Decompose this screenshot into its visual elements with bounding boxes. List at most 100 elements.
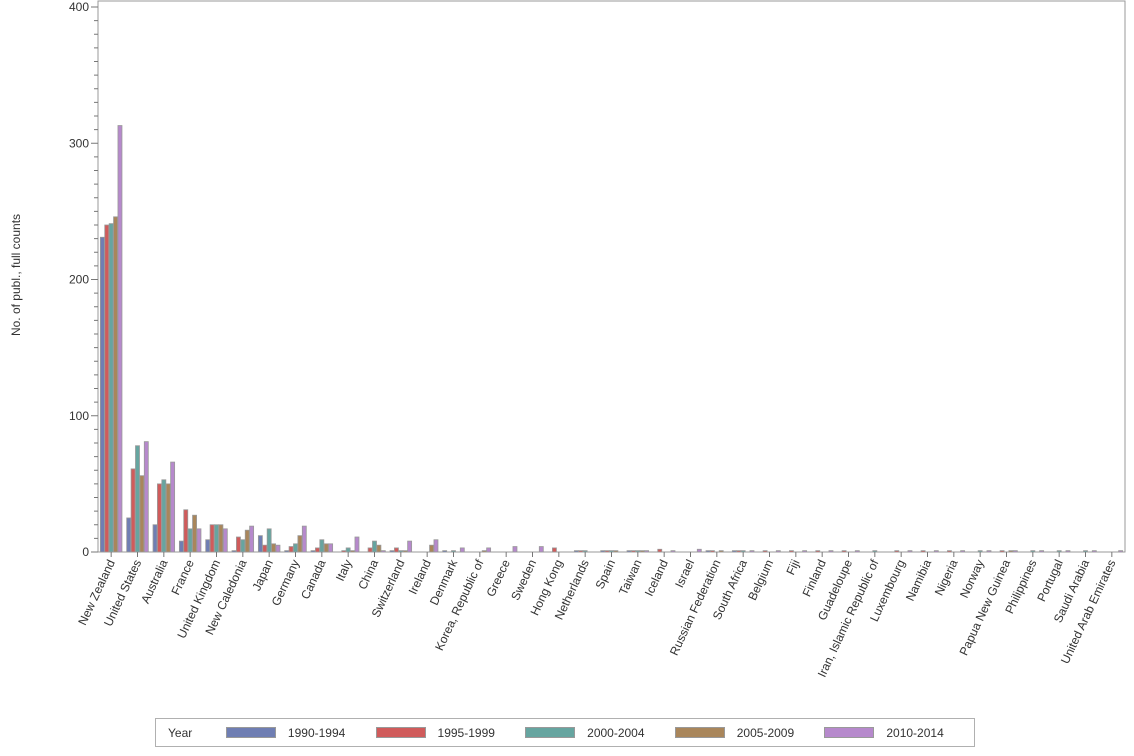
bar-2005-2009 (639, 550, 645, 553)
x-tick-label: Fiji (783, 557, 802, 577)
bar-2005-2009 (113, 216, 118, 553)
bar-2000-2004 (319, 539, 325, 553)
bar-2010-2014 (1091, 550, 1097, 553)
x-tick-label: Namibia (903, 557, 934, 603)
bar-2010-2014 (380, 550, 386, 553)
x-tick-label: Greece (484, 557, 513, 599)
bar-2000-2004 (161, 479, 167, 553)
legend-title: Year (168, 725, 193, 740)
bar-2000-2004 (293, 543, 298, 553)
bar-2000-2004 (451, 550, 456, 553)
bar-2010-2014 (196, 528, 202, 553)
bar-2000-2004 (977, 550, 983, 553)
y-tick-label: 400 (69, 0, 89, 14)
legend: Year 1990-1994 1995-1999 2000-2004 2005-… (155, 718, 975, 747)
bar-2010-2014 (1012, 550, 1018, 553)
bar-1995-1999 (288, 546, 294, 553)
bar-2010-2014 (644, 550, 650, 553)
legend-swatch (375, 727, 426, 738)
bar-2010-2014 (407, 540, 413, 553)
bar-2010-2014 (512, 546, 518, 553)
bar-2010-2014 (117, 125, 123, 553)
bar-1990-1994 (310, 550, 316, 553)
bar-1995-1999 (604, 550, 610, 553)
bar-2000-2004 (1056, 550, 1062, 553)
bar-2010-2014 (670, 550, 676, 553)
bar-1995-1999 (815, 550, 821, 553)
bar-1995-1999 (947, 550, 952, 553)
bar-2010-2014 (301, 525, 307, 553)
bar-2005-2009 (139, 475, 145, 553)
legend-label: 1995-1999 (437, 725, 495, 740)
x-tick-label: Japan (249, 557, 276, 593)
legend-swatch (225, 727, 276, 738)
x-tick-label: Ireland (406, 557, 434, 596)
y-axis-label: No. of publ., full counts (9, 213, 23, 337)
bar-1990-1994 (389, 550, 395, 553)
bar-2010-2014 (907, 550, 913, 553)
bar-1990-1994 (731, 550, 737, 553)
bar-2010-2014 (960, 550, 966, 553)
bar-1990-1994 (152, 524, 158, 553)
bar-1995-1999 (104, 224, 110, 553)
bar-2000-2004 (582, 550, 588, 553)
bar-2000-2004 (240, 539, 246, 553)
bar-1990-1994 (442, 550, 448, 553)
bar-1990-1994 (99, 236, 105, 553)
bar-2000-2004 (635, 550, 641, 553)
bar-1990-1994 (705, 550, 711, 553)
x-tick-label: Canada (298, 557, 329, 601)
bar-1990-1994 (573, 550, 579, 553)
bar-1995-1999 (262, 544, 268, 553)
bar-2010-2014 (328, 543, 334, 553)
bar-2010-2014 (986, 550, 992, 553)
x-tick-label: Taiwan (616, 557, 644, 597)
legend-label: 2000-2004 (587, 725, 645, 740)
legend-label: 2010-2014 (886, 725, 944, 740)
bar-2000-2004 (266, 528, 272, 553)
bar-2000-2004 (108, 223, 114, 553)
bar-1990-1994 (178, 540, 184, 553)
bar-1995-1999 (394, 547, 399, 553)
bar-2005-2009 (218, 524, 224, 553)
bar-1995-1999 (789, 550, 794, 553)
plot-frame (97, 0, 1126, 553)
bar-2010-2014 (538, 546, 544, 553)
bar-1995-1999 (236, 536, 241, 553)
bar-1995-1999 (657, 548, 663, 553)
bar-2005-2009 (376, 544, 382, 553)
bar-1995-1999 (341, 550, 347, 553)
bar-2000-2004 (135, 445, 140, 553)
bar-2010-2014 (1118, 550, 1124, 553)
bar-1995-1999 (762, 550, 768, 553)
bar-2005-2009 (613, 550, 619, 553)
bar-2005-2009 (165, 483, 171, 553)
bar-1995-1999 (631, 550, 636, 553)
bar-2010-2014 (433, 539, 439, 553)
y-tick-label: 100 (69, 409, 89, 423)
x-tick-label: Belgium (745, 557, 776, 602)
bar-2010-2014 (249, 525, 255, 553)
bar-2005-2009 (297, 535, 303, 553)
bar-1990-1994 (231, 550, 237, 553)
bar-2000-2004 (214, 524, 219, 553)
bar-1995-1999 (736, 550, 742, 553)
x-tick-label: Israel (672, 557, 697, 590)
bar-1995-1999 (552, 547, 557, 553)
bar-2010-2014 (354, 536, 360, 553)
bar-2005-2009 (429, 544, 434, 553)
legend-item-2000-2004: 2000-2004 (525, 726, 675, 740)
y-tick-label: 200 (69, 273, 89, 287)
bar-2010-2014 (1065, 550, 1071, 553)
bar-2000-2004 (398, 550, 404, 553)
bar-1990-1994 (257, 535, 263, 553)
y-tick-label: 0 (82, 545, 89, 559)
bar-1990-1994 (600, 550, 606, 553)
bar-2010-2014 (828, 550, 834, 553)
bar-2000-2004 (1030, 550, 1036, 553)
bar-2000-2004 (609, 550, 614, 553)
bar-2010-2014 (775, 550, 781, 553)
bar-1995-1999 (183, 509, 189, 553)
legend-label: 1990-1994 (287, 725, 346, 740)
bar-1990-1994 (284, 550, 290, 553)
